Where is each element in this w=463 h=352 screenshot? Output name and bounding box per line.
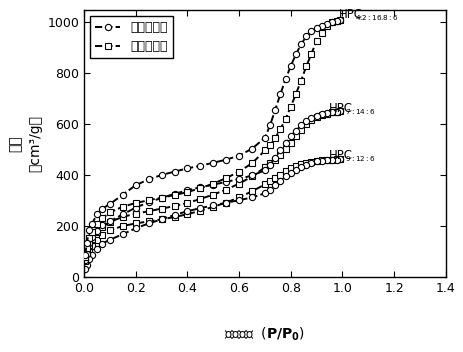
Text: $_{4.2:16.8:6}$: $_{4.2:16.8:6}$ (355, 13, 398, 23)
Text: HPC: HPC (338, 8, 363, 21)
Legend: 脱附等温线, 吸附等温线: 脱附等温线, 吸附等温线 (90, 16, 173, 58)
Text: HPC: HPC (328, 149, 352, 162)
Text: 相对压力  ($\mathbf{P/P_0}$): 相对压力 ($\mathbf{P/P_0}$) (224, 326, 305, 343)
Text: $_{7:14:6}$: $_{7:14:6}$ (344, 107, 375, 117)
Text: $_{9:12:6}$: $_{9:12:6}$ (344, 154, 375, 164)
Text: HPC: HPC (328, 102, 352, 115)
Y-axis label: 孔容
（cm³/g）: 孔容 （cm³/g） (8, 115, 42, 172)
